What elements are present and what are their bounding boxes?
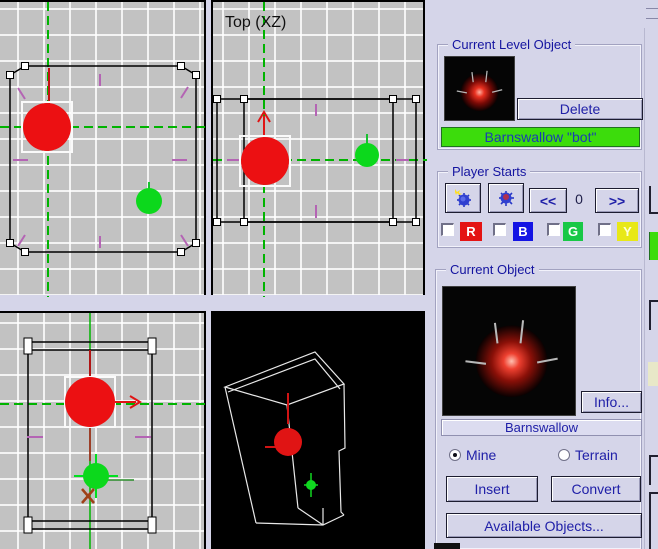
side-viewport[interactable]	[0, 311, 206, 549]
team-green-label: G	[563, 222, 583, 241]
red-object[interactable]	[274, 428, 302, 456]
current-object-name: Barnswallow	[441, 419, 642, 436]
edge-artifact	[649, 492, 658, 549]
vertex-handles[interactable]	[6, 62, 200, 256]
viewport-title: Top (XZ)	[225, 14, 287, 31]
edge-artifact	[434, 543, 460, 549]
green-object[interactable]	[136, 188, 162, 214]
edge-artifact	[649, 300, 658, 330]
top-viewport-canvas	[213, 2, 427, 297]
edge-artifact	[646, 8, 658, 9]
level-object-name: Barnswallow "bot"	[441, 127, 640, 147]
level-wireframe	[223, 351, 346, 526]
terrain-radio-row[interactable]: Terrain	[558, 447, 618, 463]
mine-radio-label: Mine	[466, 447, 497, 463]
team-yellow-label: Y	[617, 222, 638, 241]
next-player-start-button[interactable]: >>	[595, 188, 639, 213]
team-green-checkbox[interactable]	[547, 223, 560, 236]
front-viewport[interactable]	[0, 0, 206, 297]
selection-box	[21, 101, 73, 153]
side-viewport-canvas	[0, 313, 206, 549]
vertex-handles[interactable]	[213, 95, 420, 226]
terrain-radio-label: Terrain	[575, 447, 618, 463]
insert-button[interactable]: Insert	[446, 476, 538, 502]
level-bounds-outline[interactable]	[27, 341, 153, 530]
player-start-remove-icon	[499, 191, 514, 206]
bot-sprite-preview	[442, 286, 576, 416]
selection-box	[239, 135, 291, 187]
mine-radio-row[interactable]: Mine	[449, 447, 496, 463]
convert-button[interactable]: Convert	[551, 476, 641, 502]
snap-ticks	[13, 74, 189, 248]
wireframe-canvas	[223, 351, 346, 526]
perspective-viewport[interactable]	[211, 311, 425, 549]
player-start-add-icon	[455, 189, 471, 207]
mine-radio[interactable]	[449, 449, 461, 461]
front-viewport-canvas	[0, 2, 206, 297]
red-object[interactable]	[65, 377, 115, 427]
current-level-object-group: Current Level Object Delete Barnswallow …	[437, 37, 643, 150]
player-starts-group: Player Starts << 0 >> R B G Y	[437, 164, 642, 248]
marker-x	[81, 488, 95, 504]
bot-sprite-icon	[444, 56, 515, 121]
remove-player-start-button[interactable]	[488, 183, 524, 213]
level-bounds-outline[interactable]	[9, 65, 197, 253]
top-xz-viewport[interactable]: Top (XZ)	[211, 0, 427, 297]
red-object-axis	[265, 393, 289, 448]
edge-artifact	[649, 232, 658, 260]
edge-artifact	[649, 455, 658, 485]
green-object[interactable]	[306, 480, 316, 490]
vertex-handles[interactable]	[23, 337, 157, 534]
delete-button[interactable]: Delete	[517, 98, 643, 120]
object-direction-arrow	[115, 395, 142, 409]
add-player-start-button[interactable]	[445, 183, 481, 213]
terrain-radio[interactable]	[558, 449, 570, 461]
team-yellow-checkbox[interactable]	[598, 223, 611, 236]
team-red-label: R	[460, 222, 482, 241]
red-object[interactable]	[241, 137, 289, 185]
green-object[interactable]	[83, 463, 109, 489]
green-object[interactable]	[355, 143, 379, 167]
prev-player-start-button[interactable]: <<	[529, 188, 567, 213]
team-red-checkbox[interactable]	[441, 223, 454, 236]
team-blue-checkbox[interactable]	[493, 223, 506, 236]
group-title: Player Starts	[448, 164, 531, 179]
group-title: Current Object	[446, 262, 539, 277]
object-direction-arrow	[257, 110, 271, 138]
edge-artifact	[648, 362, 658, 386]
available-objects-button[interactable]: Available Objects...	[446, 513, 642, 538]
team-blue-label: B	[513, 222, 533, 241]
edge-artifact	[649, 186, 658, 214]
panel-divider	[644, 28, 645, 549]
current-object-group: Current Object Info... Barnswallow Mine …	[435, 262, 642, 549]
group-title: Current Level Object	[448, 37, 576, 52]
info-button[interactable]: Info...	[581, 391, 642, 413]
snap-ticks	[227, 104, 409, 218]
player-start-index: 0	[575, 191, 583, 207]
red-object[interactable]	[23, 103, 71, 151]
edge-artifact	[646, 18, 658, 19]
